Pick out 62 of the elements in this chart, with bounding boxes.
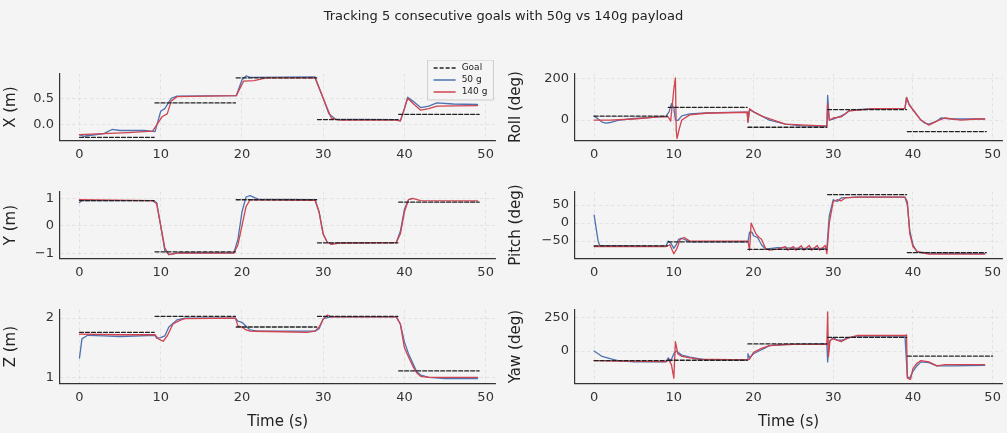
x-tick-label: 20 [233,388,251,404]
x-tick-label: 50 [984,388,1001,404]
x-tick-label: 50 [984,263,1001,279]
chart-title: Tracking 5 consecutive goals with 50g vs 140g payload [322,8,685,23]
y-tick-label: −1 [34,244,54,260]
x-tick-label: 30 [314,145,332,161]
x-tick-label: 0 [589,145,599,161]
y-axis-title: Yaw (deg) [505,309,524,385]
x-tick-label: 10 [665,388,683,404]
x-tick-label: 30 [824,145,842,161]
x-tick-label: 0 [75,388,84,404]
x-tick-label: 0 [75,145,84,161]
y-axis-title: X (m) [0,86,19,128]
x-tick-label: 40 [396,145,413,161]
x-tick-label: 50 [477,263,494,279]
y-tick-label: 2 [45,309,54,325]
x-tick-label: 40 [904,263,922,279]
x-tick-label: 30 [824,263,842,279]
y-tick-label: 200 [544,70,569,86]
legend-label: 140 g [461,86,488,97]
legend-label: Goal [461,62,483,73]
x-tick-label: 20 [745,263,762,279]
legend-label: 50 g [461,74,482,85]
x-tick-label: 0 [589,388,599,404]
y-tick-label: 50 [552,196,569,212]
x-tick-label: 10 [665,145,683,161]
x-tick-label: 30 [824,388,842,404]
x-tick-label: 10 [152,388,169,404]
x-tick-label: 40 [904,388,922,404]
y-tick-label: 1 [45,189,54,205]
x-axis-title: Time (s) [757,411,820,430]
x-tick-label: 20 [745,145,762,161]
x-tick-label: 0 [75,263,84,279]
y-tick-label: 0.0 [33,115,54,131]
x-tick-label: 30 [314,263,332,279]
y-axis-title: Y (m) [0,204,19,247]
x-tick-label: 0 [589,263,599,279]
x-tick-label: 50 [477,145,494,161]
y-tick-label: 0 [45,217,54,233]
y-tick-label: −50 [541,232,569,248]
y-tick-label: 0 [560,214,569,230]
x-tick-label: 40 [904,145,922,161]
y-axis-title: Pitch (deg) [505,184,524,266]
y-tick-label: 0.5 [33,89,54,105]
y-axis-title: Z (m) [0,325,19,368]
x-tick-label: 40 [396,388,413,404]
y-tick-label: 0 [560,342,569,358]
x-tick-label: 10 [665,263,683,279]
x-tick-label: 20 [233,263,251,279]
x-tick-label: 20 [233,145,251,161]
x-tick-label: 10 [152,145,169,161]
x-tick-label: 30 [314,388,332,404]
x-tick-label: 20 [745,388,762,404]
y-axis-title: Roll (deg) [505,71,524,144]
x-axis-title: Time (s) [246,411,309,430]
x-tick-label: 50 [984,145,1001,161]
x-tick-label: 40 [396,263,413,279]
y-tick-label: 250 [544,308,569,324]
x-tick-label: 50 [477,388,494,404]
x-tick-label: 10 [152,263,169,279]
y-tick-label: 0 [560,111,569,127]
y-tick-label: 1 [45,368,54,384]
